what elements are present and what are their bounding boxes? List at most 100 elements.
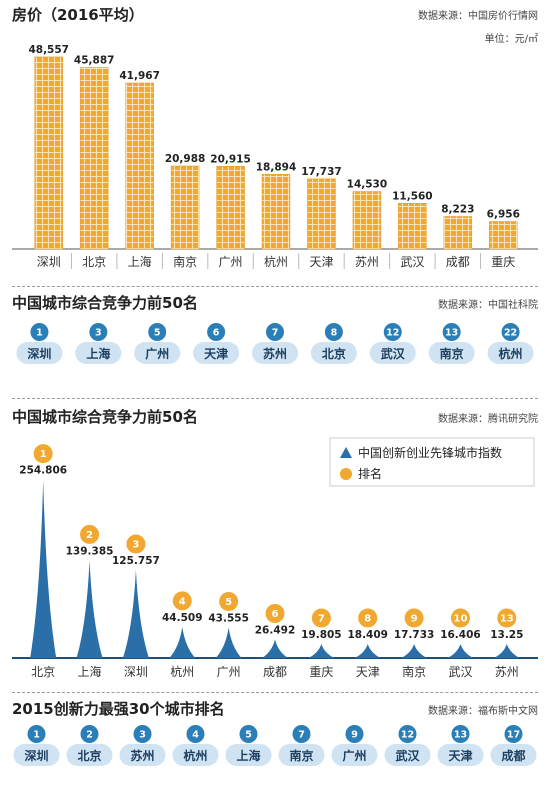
rank-number: 4 <box>192 730 199 741</box>
rank-badge <box>148 323 167 341</box>
price-value-label: 11,560 <box>392 190 433 202</box>
rank-number: 13 <box>454 730 467 741</box>
index-value-label: 125.757 <box>112 555 160 567</box>
price-value-label: 20,915 <box>210 153 251 165</box>
price-value-label: 18,894 <box>256 161 297 173</box>
rank-number: 1 <box>33 730 40 741</box>
index-value-label: 139.385 <box>66 545 114 557</box>
price-bar <box>261 174 291 250</box>
section-divider <box>12 692 538 693</box>
price-city-label: 苏州 <box>355 255 379 269</box>
rank-badge <box>219 592 239 612</box>
city-pill <box>134 342 181 364</box>
price-city-label: 杭州 <box>264 254 288 269</box>
city-pill <box>369 342 416 364</box>
rank-badge <box>30 323 49 341</box>
price-bar <box>352 191 382 250</box>
rank-badge <box>504 725 523 743</box>
city-name: 武汉 <box>395 748 420 763</box>
rank-number: 2 <box>86 730 93 741</box>
city-pill <box>119 744 166 766</box>
price-value-label: 41,967 <box>119 70 160 82</box>
house-price-section: 房价（2016平均） 数据来源：中国房价行情网 单位：元/㎡ 48,557 深圳 4… <box>0 0 550 285</box>
rank-badge <box>311 608 331 628</box>
city-name: 南京 <box>440 346 464 361</box>
index-peak <box>215 627 242 658</box>
rank-number: 7 <box>318 614 325 625</box>
city-name: 上海 <box>236 748 260 763</box>
city-pill <box>490 744 537 766</box>
rank-badge <box>404 608 424 628</box>
cass-competitiveness-section: 中国城市综合竞争力前50名 数据来源：中国社科院 1 深圳 3 上海 5 广州 6 天津 7 苏州… <box>0 288 550 400</box>
price-city-label: 武汉 <box>400 255 424 269</box>
price-bar <box>398 203 427 250</box>
rank-badge <box>89 323 108 341</box>
city-pill <box>172 744 219 766</box>
rank-number: 2 <box>86 530 93 541</box>
city-pill <box>66 744 113 766</box>
city-pill <box>75 342 122 364</box>
city-pill <box>225 744 272 766</box>
rank-badge <box>450 608 470 628</box>
price-value-label: 14,530 <box>347 179 388 191</box>
rank-number: 4 <box>179 596 186 607</box>
rank-badge <box>265 603 285 623</box>
price-bar <box>216 166 245 250</box>
city-name: 广州 <box>342 748 366 763</box>
index-peak <box>30 479 57 658</box>
rank-badge <box>451 725 470 743</box>
price-city-label: 深圳 <box>37 255 61 269</box>
city-name: 天津 <box>204 346 228 361</box>
index-city-label: 武汉 <box>448 665 472 679</box>
city-name: 苏州 <box>130 748 154 763</box>
price-bar <box>125 82 154 250</box>
city-name: 武汉 <box>381 346 406 361</box>
index-value-label: 19.805 <box>301 629 342 641</box>
price-bar <box>34 56 63 250</box>
city-pill <box>278 744 325 766</box>
rank-badge <box>133 725 152 743</box>
price-bar <box>489 221 518 250</box>
index-peak <box>169 626 196 658</box>
rank-badge <box>33 444 53 464</box>
rank-number: 3 <box>139 730 146 741</box>
index-value-label: 16.406 <box>440 629 481 641</box>
rank-badge <box>398 725 417 743</box>
index-city-label: 南京 <box>402 664 426 679</box>
price-value-label: 45,887 <box>74 54 115 66</box>
house-price-source: 数据来源：中国房价行情网 <box>418 11 538 22</box>
city-name: 北京 <box>77 748 101 763</box>
price-value-label: 8,223 <box>441 203 474 215</box>
index-peak <box>354 644 381 658</box>
city-name: 上海 <box>86 346 110 361</box>
city-name: 苏州 <box>263 346 287 361</box>
index-value-label: 254.806 <box>19 465 67 477</box>
index-value-label: 13.25 <box>490 629 523 641</box>
rank-badge <box>186 725 205 743</box>
index-city-label: 北京 <box>31 665 55 679</box>
rank-badge <box>497 608 517 628</box>
tencent-index-section: 中国城市综合竞争力前50名 数据来源：腾讯研究院 254.806 1 北京 139.3… <box>0 400 550 688</box>
legend-label-rank: 排名 <box>358 466 382 481</box>
index-city-label: 上海 <box>78 664 102 679</box>
rank-badge <box>324 323 343 341</box>
index-peak <box>76 560 103 658</box>
city-name: 北京 <box>322 346 346 361</box>
rank-number: 5 <box>225 597 232 608</box>
tencent-title: 中国城市综合竞争力前50名 <box>12 408 198 426</box>
index-value-label: 44.509 <box>162 612 203 624</box>
index-peak <box>493 644 520 658</box>
price-bar <box>307 178 336 250</box>
price-value-label: 6,956 <box>487 208 520 220</box>
city-name: 天津 <box>448 748 472 763</box>
cass-rank-strip: 1 深圳 3 上海 5 广州 6 天津 7 苏州 8 北京 12 武汉 13 南京 22 杭州 <box>16 323 534 364</box>
price-city-label: 成都 <box>446 255 470 269</box>
price-value-label: 20,988 <box>165 153 206 165</box>
city-name: 杭州 <box>183 748 207 763</box>
rank-number: 13 <box>500 614 514 625</box>
rank-number: 5 <box>245 730 252 741</box>
index-city-label: 深圳 <box>124 665 148 679</box>
rank-badge <box>27 725 46 743</box>
rank-number: 3 <box>132 539 139 550</box>
rank-number: 9 <box>351 730 358 741</box>
